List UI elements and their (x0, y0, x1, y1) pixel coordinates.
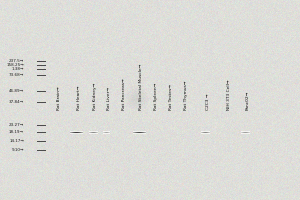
Text: 37.84→: 37.84→ (9, 100, 24, 104)
Text: Rat Testes→: Rat Testes→ (169, 84, 173, 110)
Text: NIH 3T3 Cell→: NIH 3T3 Cell→ (226, 80, 230, 110)
Text: Rat Skeletal Muscle→: Rat Skeletal Muscle→ (140, 64, 143, 110)
Text: Rat Kidney→: Rat Kidney→ (93, 83, 97, 110)
Text: Rat Spleen→: Rat Spleen→ (154, 83, 158, 110)
Text: Rat Liver→: Rat Liver→ (106, 87, 110, 110)
Text: C2C3 →: C2C3 → (206, 94, 209, 110)
Text: Rat Brain→: Rat Brain→ (57, 86, 61, 110)
Text: 237.5→: 237.5→ (9, 59, 24, 63)
Text: 158.25→: 158.25→ (6, 63, 24, 67)
Text: Panc02→: Panc02→ (246, 91, 250, 110)
Text: Rat Thymus→: Rat Thymus→ (184, 81, 188, 110)
Text: 14.17→: 14.17→ (9, 139, 24, 143)
Text: 9.10→: 9.10→ (11, 148, 24, 152)
Text: 73.68→: 73.68→ (9, 73, 24, 77)
Text: 23.27→: 23.27→ (9, 123, 24, 127)
Text: 46.89→: 46.89→ (9, 89, 24, 93)
Text: 1.38→: 1.38→ (11, 67, 24, 71)
Text: 18.19→: 18.19→ (9, 130, 24, 134)
Text: Rat Pancreas→: Rat Pancreas→ (122, 78, 125, 110)
Text: Rat Heart→: Rat Heart→ (76, 86, 80, 110)
